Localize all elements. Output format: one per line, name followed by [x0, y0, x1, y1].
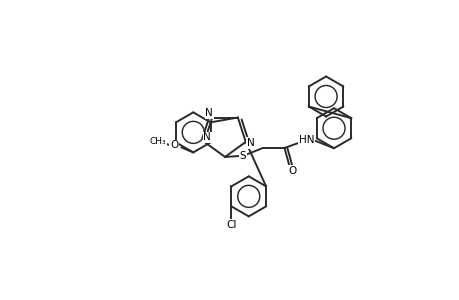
Text: Cl: Cl	[226, 220, 236, 230]
Text: HN: HN	[298, 135, 313, 145]
Text: N: N	[205, 108, 213, 118]
Text: O: O	[170, 140, 178, 151]
Text: N: N	[246, 138, 254, 148]
Text: O: O	[288, 166, 296, 176]
Text: N: N	[203, 132, 211, 142]
Text: S: S	[239, 151, 246, 161]
Text: CH₃: CH₃	[149, 137, 166, 146]
